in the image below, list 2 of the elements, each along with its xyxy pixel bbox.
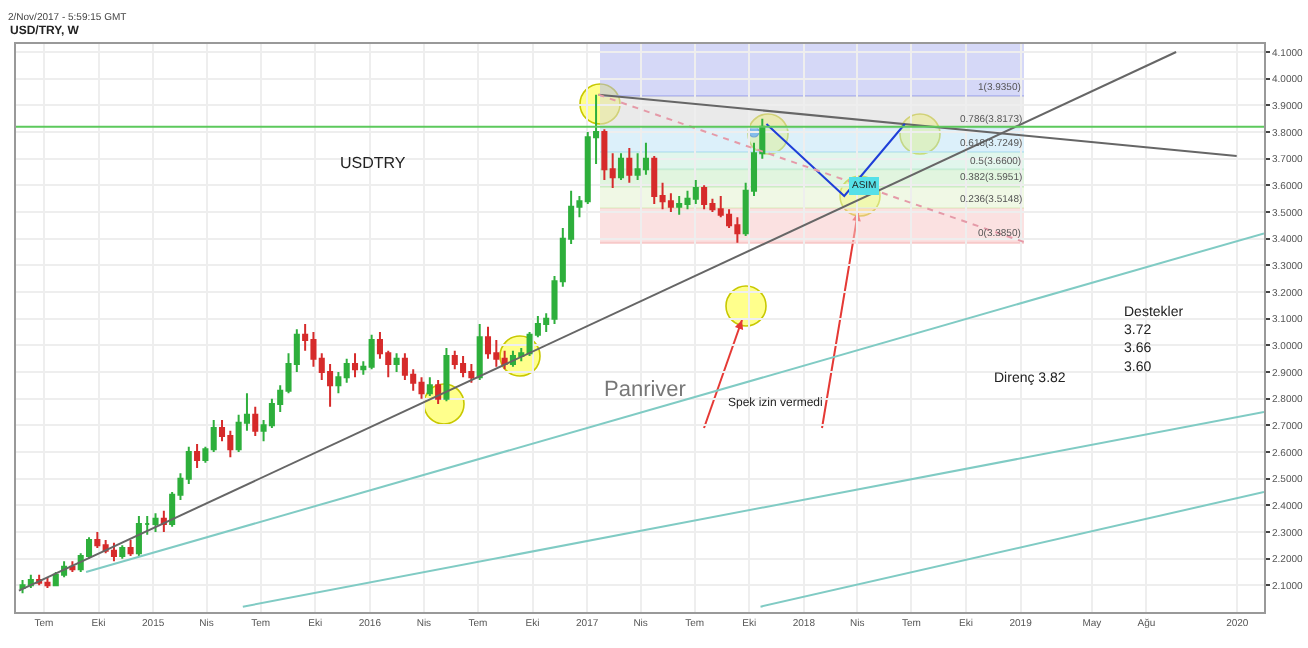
annotation: USDTRY bbox=[340, 154, 407, 172]
annotation: Panriver bbox=[604, 378, 687, 402]
